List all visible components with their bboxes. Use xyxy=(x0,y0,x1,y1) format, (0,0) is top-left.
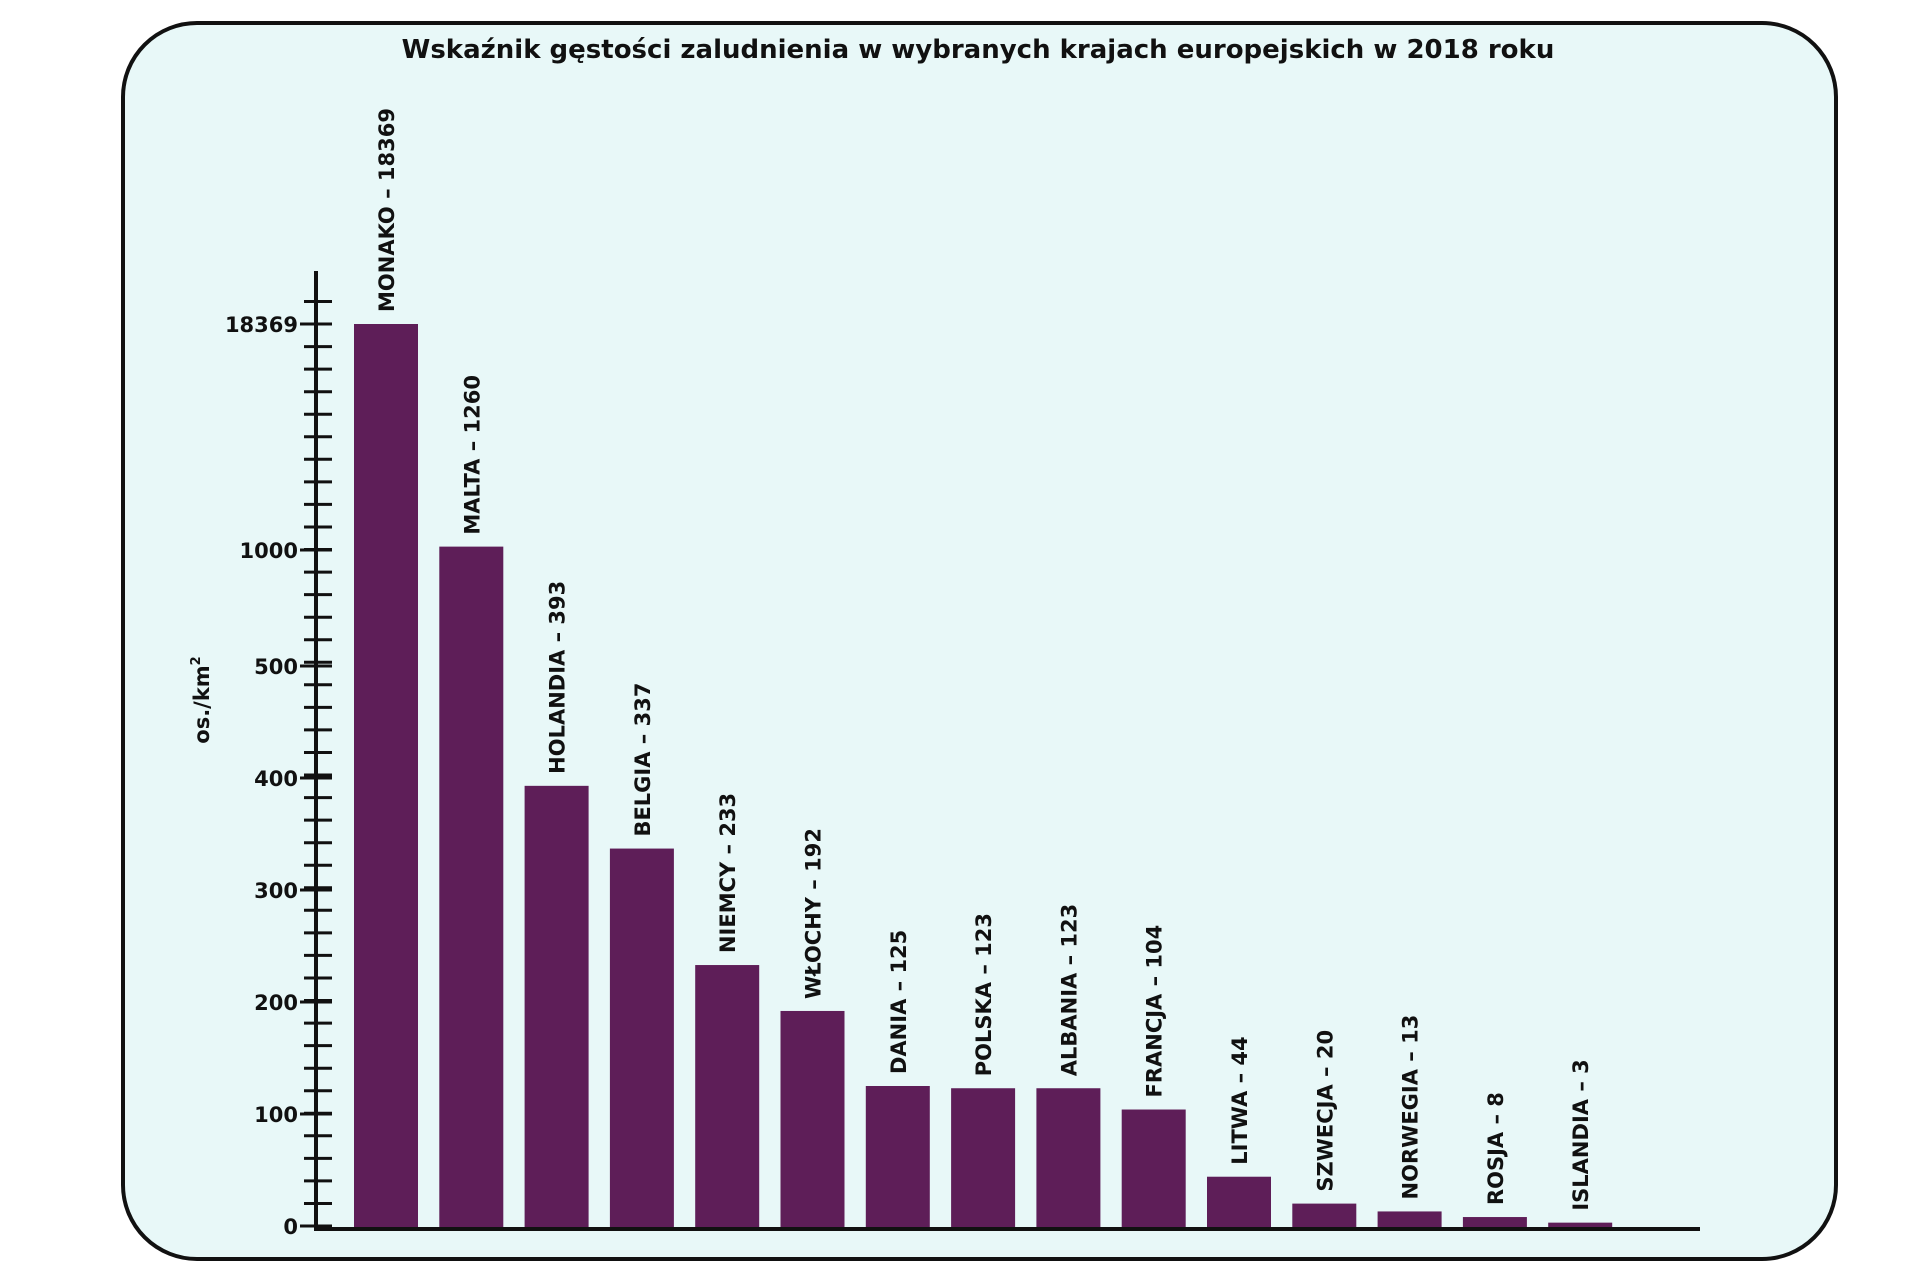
bar-data-label: ISLANDIA – 3 xyxy=(1569,1059,1593,1210)
bar-data-label: FRANCJA – 104 xyxy=(1143,925,1167,1098)
bar-francja xyxy=(1121,1109,1186,1227)
bar-data-label: DANIA – 125 xyxy=(887,930,911,1074)
y-tick-label: 18369 xyxy=(225,313,298,337)
bar-dania xyxy=(865,1086,930,1227)
bar-data-label: WŁOCHY – 192 xyxy=(802,828,826,999)
y-tick-label: 200 xyxy=(254,991,298,1015)
chart-title: Wskaźnik gęstości zaludnienia w wybranyc… xyxy=(402,35,1555,65)
bar-data-label: MONAKO – 18369 xyxy=(375,108,399,312)
bar-data-label: MALTA – 1260 xyxy=(460,375,484,535)
bar-data-label: POLSKA – 123 xyxy=(972,913,996,1076)
bar-data-label: BELGIA – 337 xyxy=(631,683,655,837)
bar-niemcy xyxy=(695,965,760,1227)
y-tick-label: 300 xyxy=(254,879,298,903)
bar-data-label: HOLANDIA – 393 xyxy=(546,581,570,774)
bar-islandia xyxy=(1548,1222,1613,1227)
bar-rosja xyxy=(1462,1217,1527,1227)
bar-malta xyxy=(439,546,504,1227)
bar-szwecja xyxy=(1292,1203,1357,1227)
bar-data-label: ROSJA – 8 xyxy=(1484,1092,1508,1205)
bar-data-label: SZWECJA – 20 xyxy=(1313,1030,1337,1192)
y-tick-label: 500 xyxy=(254,655,298,679)
bar-włochy xyxy=(780,1010,845,1227)
y-tick-label: 100 xyxy=(254,1103,298,1127)
bar-polska xyxy=(951,1088,1016,1227)
bar-data-label: LITWA – 44 xyxy=(1228,1036,1252,1164)
y-tick-label: 0 xyxy=(283,1215,298,1239)
y-tick-label: 400 xyxy=(254,767,298,791)
bar-monako xyxy=(354,324,418,1227)
bar-norwegia xyxy=(1377,1211,1442,1227)
bar-data-label: NIEMCY – 233 xyxy=(716,793,740,953)
bar-albania xyxy=(1036,1088,1101,1227)
bar-litwa xyxy=(1207,1176,1271,1227)
bar-belgia xyxy=(609,848,674,1227)
bar-holandia xyxy=(524,785,589,1227)
bar-data-label: NORWEGIA – 13 xyxy=(1399,1015,1423,1200)
bar-data-label: ALBANIA – 123 xyxy=(1057,904,1081,1077)
y-axis-label: os./km2 xyxy=(189,656,214,743)
y-tick-label: 1000 xyxy=(240,539,298,563)
